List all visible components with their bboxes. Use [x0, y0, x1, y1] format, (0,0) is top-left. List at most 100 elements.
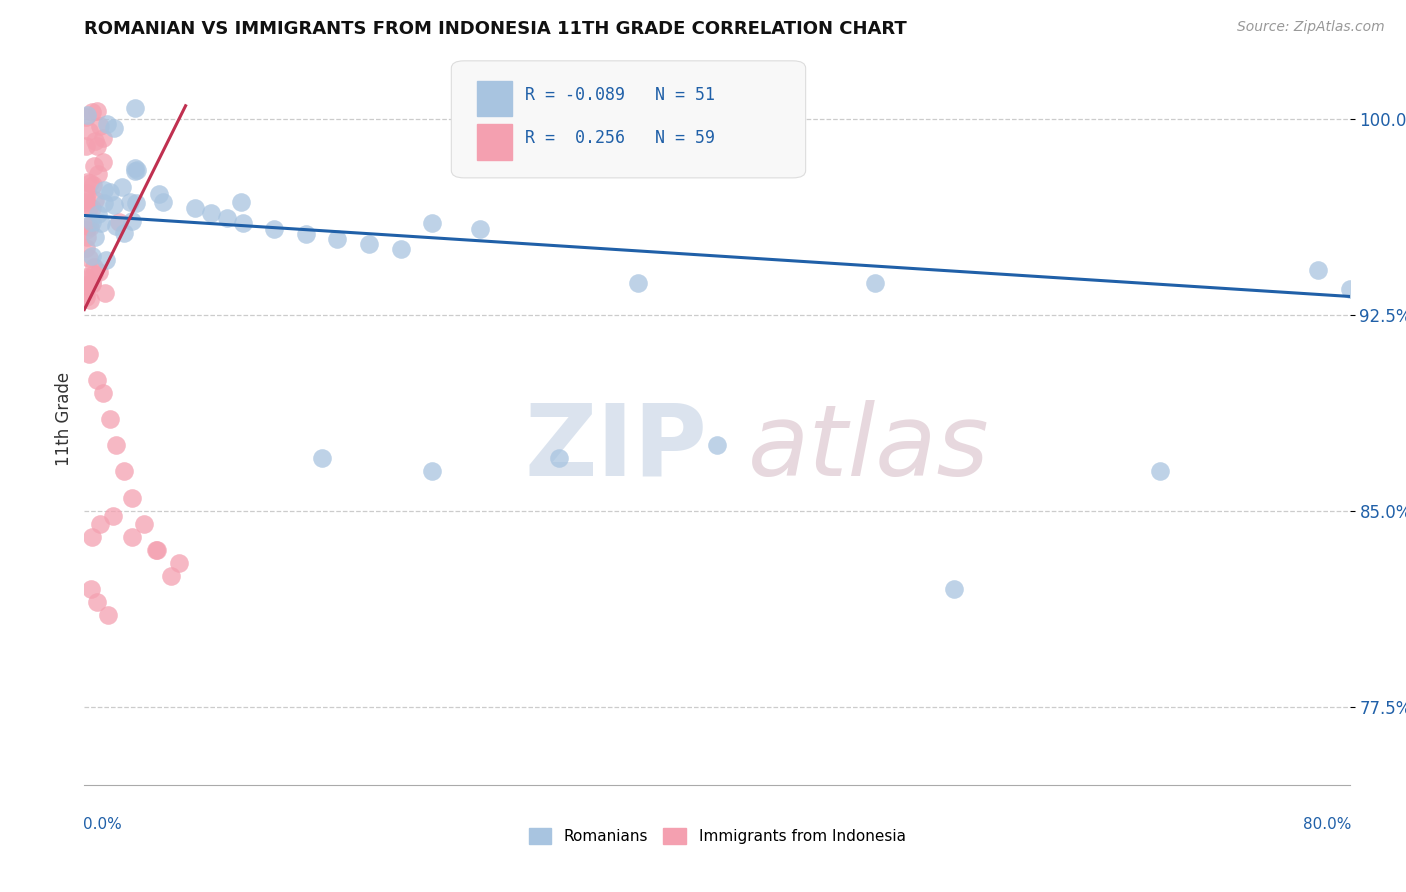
Point: [77, 201, 100, 215]
Point: [86, 373, 108, 387]
Point: [91, 155, 114, 169]
Point: [80, 277, 103, 292]
Y-axis label: 11th Grade: 11th Grade: [55, 372, 73, 467]
Point: [863, 277, 887, 291]
Text: atlas: atlas: [748, 400, 990, 497]
Point: [80, 201, 103, 215]
Point: [1339, 282, 1361, 296]
Point: [75, 285, 97, 300]
Point: [1149, 465, 1171, 479]
Text: Source: ZipAtlas.com: Source: ZipAtlas.com: [1237, 21, 1385, 34]
Point: [82, 249, 104, 263]
Point: [89, 516, 111, 531]
Point: [87, 264, 110, 278]
Point: [97, 608, 120, 623]
Point: [76, 219, 98, 234]
Point: [943, 582, 966, 596]
Point: [263, 221, 285, 235]
Point: [86, 207, 108, 221]
Text: ROMANIAN VS IMMIGRANTS FROM INDONESIA 11TH GRADE CORRELATION CHART: ROMANIAN VS IMMIGRANTS FROM INDONESIA 11…: [84, 21, 907, 38]
Point: [90, 215, 112, 229]
Point: [98, 185, 121, 199]
Point: [75, 223, 97, 237]
Point: [86, 103, 108, 118]
Point: [121, 530, 143, 544]
Point: [79, 293, 101, 307]
Point: [96, 117, 118, 131]
Point: [295, 227, 318, 241]
Point: [146, 542, 169, 557]
Point: [75, 277, 97, 292]
Point: [77, 347, 100, 361]
Point: [121, 491, 143, 505]
Point: [468, 221, 491, 235]
Point: [627, 277, 650, 291]
Point: [169, 556, 191, 570]
Text: R =  0.256   N = 59: R = 0.256 N = 59: [524, 129, 714, 147]
Point: [89, 119, 111, 133]
Point: [98, 412, 121, 426]
Point: [75, 271, 97, 285]
Point: [79, 219, 101, 234]
Point: [83, 159, 105, 173]
Point: [111, 180, 134, 194]
Point: [76, 175, 98, 189]
Point: [105, 438, 127, 452]
Point: [103, 121, 125, 136]
Point: [105, 219, 128, 233]
Point: [84, 134, 107, 148]
Point: [82, 105, 104, 120]
Point: [118, 195, 141, 210]
Point: [79, 177, 101, 191]
Point: [127, 162, 149, 177]
Point: [1308, 263, 1330, 277]
Point: [93, 183, 115, 197]
Point: [76, 194, 98, 209]
Point: [84, 194, 107, 208]
Point: [77, 124, 100, 138]
Point: [134, 516, 156, 531]
Point: [112, 226, 135, 240]
Point: [548, 451, 571, 466]
Point: [79, 582, 103, 596]
Point: [152, 195, 174, 210]
Point: [94, 252, 117, 267]
Point: [357, 237, 380, 252]
Point: [121, 213, 143, 227]
Point: [86, 139, 108, 153]
Point: [422, 465, 444, 479]
Point: [107, 215, 129, 229]
Point: [124, 101, 146, 115]
Point: [75, 269, 97, 284]
Text: ZIP: ZIP: [524, 400, 707, 497]
Point: [87, 167, 110, 181]
Point: [145, 542, 167, 557]
Point: [184, 201, 207, 215]
Point: [93, 196, 115, 211]
Point: [80, 215, 103, 229]
Point: [326, 232, 349, 246]
Legend: Romanians, Immigrants from Indonesia: Romanians, Immigrants from Indonesia: [523, 822, 911, 850]
Point: [311, 451, 333, 466]
Point: [200, 206, 222, 220]
Point: [125, 196, 148, 211]
Point: [706, 438, 728, 452]
Point: [422, 216, 444, 230]
Point: [124, 161, 146, 176]
Point: [103, 198, 125, 212]
Point: [76, 186, 98, 200]
Point: [91, 130, 114, 145]
Point: [389, 243, 412, 257]
FancyBboxPatch shape: [477, 125, 512, 160]
Point: [75, 110, 97, 124]
Point: [229, 194, 252, 209]
Point: [94, 286, 117, 301]
Text: 0.0%: 0.0%: [83, 817, 122, 832]
FancyBboxPatch shape: [451, 61, 806, 178]
Point: [82, 178, 104, 193]
Point: [83, 229, 105, 244]
Point: [75, 241, 97, 255]
Point: [83, 267, 105, 281]
Text: 80.0%: 80.0%: [1302, 817, 1351, 832]
Point: [75, 192, 97, 206]
